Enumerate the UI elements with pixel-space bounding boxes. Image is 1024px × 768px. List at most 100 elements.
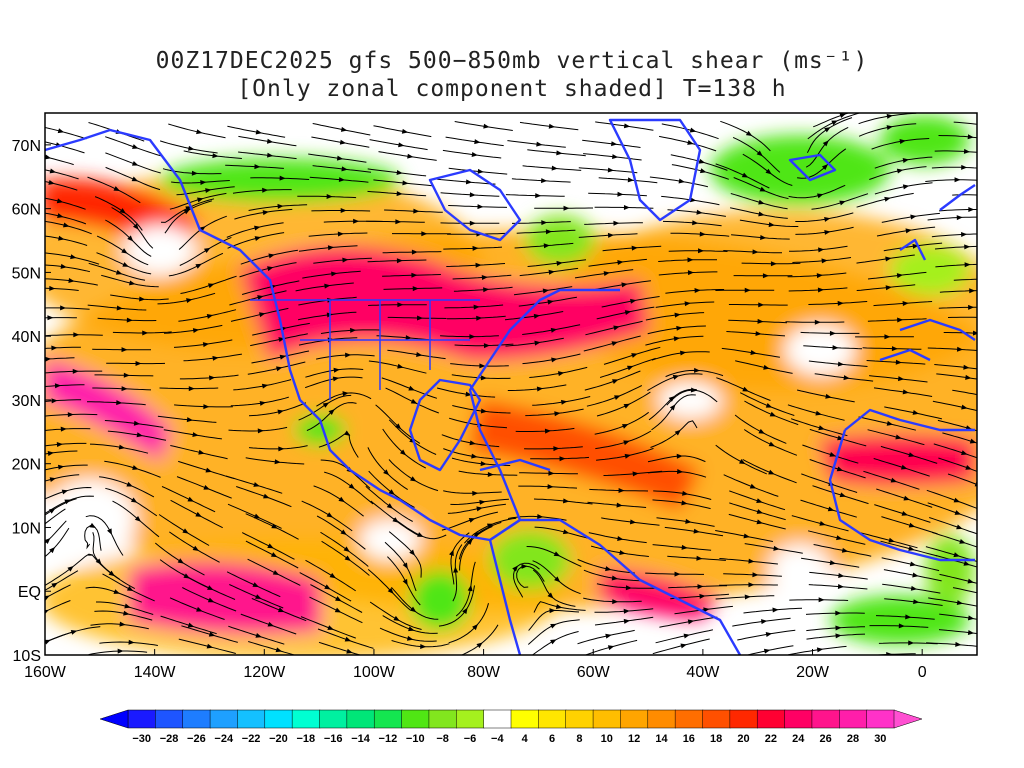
lon-tick-label: 160W [24,664,67,681]
streamline-arrow [534,340,541,346]
streamline-arrow [676,468,684,474]
streamline-arrow [983,277,989,282]
lat-tick-label: 10S [13,648,41,665]
streamline-arrow [547,299,554,305]
streamline-arrow [263,493,270,499]
streamline-arrow [471,151,478,157]
streamline-arrow [183,573,190,579]
streamline-arrow [473,304,480,310]
streamline-arrow [139,296,146,302]
colorbar-swatch [811,709,841,729]
streamline-arrow [839,200,846,206]
streamline-arrow [980,655,986,661]
colorbar-label: 24 [792,733,805,745]
streamline-arrow [187,622,195,628]
streamline-arrow [773,545,780,551]
streamline-arrow [396,170,403,175]
streamline-arrow [253,513,261,519]
longitude-axis: 160W 140W 120W 100W 80W 60W 40W 20W 0 [24,649,927,681]
streamline-arrow [67,412,74,418]
streamline-arrow [749,483,757,489]
colorbar-swatch [237,709,266,729]
colorbar-label: 22 [765,733,777,745]
streamline-arrow [624,453,632,459]
map-frame [44,112,978,656]
lon-tick-label: 80W [467,664,501,681]
streamline-arrow [676,453,683,459]
streamline-arrow [910,214,917,220]
streamline-arrow [476,642,483,649]
coastlines [45,118,976,655]
lat-tick-label: 60N [12,202,41,219]
streamline-arrow [259,400,266,406]
colorbar-swatch [866,709,895,729]
streamline-arrow [333,367,340,373]
streamline-arrow [262,210,269,216]
streamline-arrow [107,528,112,535]
streamline-arrow [772,607,779,613]
streamline-arrow [188,386,195,392]
streamline-arrow [543,243,550,249]
colorbar-label: 16 [683,733,695,745]
streamline-arrow [621,424,629,429]
streamline-arrow [829,560,837,566]
streamline-arrow [614,395,621,400]
streamline-arrow [277,409,284,415]
streamline-arrow [896,273,904,279]
streamline-arrow [956,215,963,221]
streamline-arrow [617,191,624,197]
streamline-arrow [410,606,417,613]
streamline-arrow [396,191,403,197]
streamline-arrow [551,165,558,171]
streamline-arrow [694,288,701,294]
streamline-arrow [967,134,974,140]
colorbar-swatch [346,709,375,729]
streamline-arrow [745,130,753,137]
streamline-arrow [408,385,415,391]
streamline-arrow [183,209,191,215]
streamline-arrow [544,428,552,434]
lat-tick-label: 50N [12,265,41,282]
streamline-arrow [967,578,974,584]
streamline-arrow [676,325,683,331]
streamline-arrow [402,578,408,586]
streamline-arrow [963,560,970,566]
colorbar-label: −26 [187,733,206,745]
streamline-arrow [968,304,975,310]
streamline-arrow [60,426,67,432]
streamline-arrow [343,546,350,553]
streamline-arrow [342,662,349,668]
streamline-arrow [411,249,418,255]
streamline-arrow [684,301,691,307]
streamline-arrow [956,346,964,352]
colorbar-swatch [373,709,403,729]
streamline-arrow [70,629,78,635]
colorbar-label: −12 [379,733,398,745]
streamline-arrow [131,161,139,166]
streamline-arrow [116,400,123,406]
streamline-arrow [192,328,200,334]
streamline-arrow [761,619,768,625]
streamline-arrow [205,467,212,473]
streamline-arrow [480,461,487,467]
streamline-arrow [327,245,335,251]
streamline-arrow [127,235,134,242]
streamline-arrow [556,260,563,266]
streamline-arrow [669,404,676,411]
lon-tick-label: 40W [686,664,720,681]
streamline-arrow [687,140,694,145]
streamline-arrow [487,471,494,477]
colorbar-label: 10 [601,733,613,745]
streamline-arrow [410,476,417,482]
streamline [671,164,729,180]
streamline-arrow [177,558,185,564]
streamline-arrow [824,127,831,133]
streamline-arrow [56,198,64,204]
streamline-arrow [187,496,194,502]
colorbar-label: 30 [874,733,886,745]
streamline-arrow [886,125,893,131]
streamline-arrow [623,403,631,409]
streamline-arrow [332,376,340,382]
streamline [788,287,848,292]
streamline-arrow [890,477,898,483]
